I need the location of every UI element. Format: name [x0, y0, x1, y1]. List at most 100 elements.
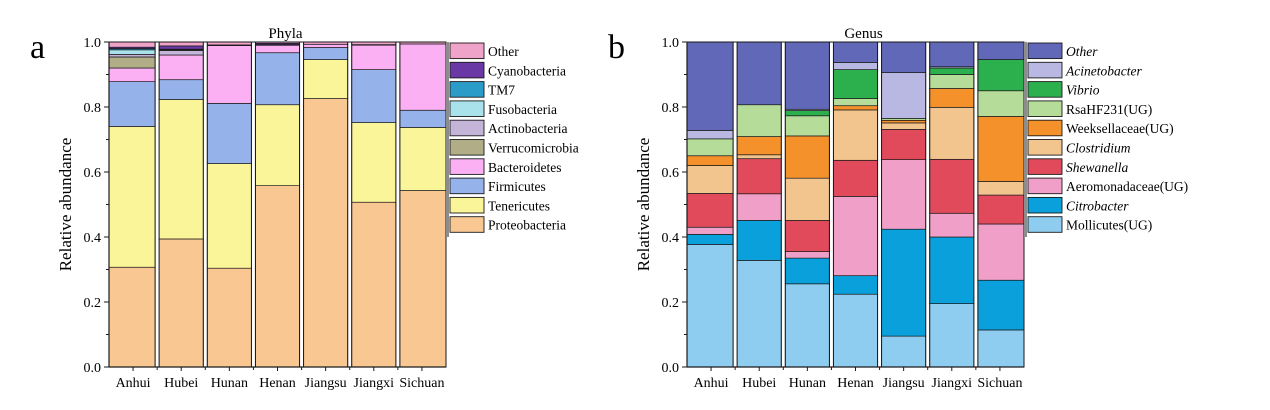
legend-label: Citrobacter: [1066, 198, 1129, 213]
legend-swatch: [449, 61, 485, 79]
y-tick-label: 0.8: [84, 101, 102, 116]
legend-label: Other: [488, 44, 519, 59]
bar-segment-other: [108, 41, 156, 48]
bar-stack-hunan: [206, 41, 252, 368]
y-tick-label: 1.0: [84, 36, 102, 51]
legend: Other Cyanobacteria TM7 Fusobacteria Actinob…: [447, 42, 579, 237]
y-tick-label: 0.2: [662, 296, 680, 311]
bar-stack-sichuan: [399, 41, 447, 368]
bar-segment-citrobacter: [881, 228, 927, 337]
bar-segment-bacteroidetes: [351, 44, 397, 70]
bar-segment-bacteroidetes: [399, 43, 447, 111]
legend-swatch: [449, 158, 485, 175]
y-tick-label: 0.0: [84, 361, 102, 376]
bar-segment-aeromonadaceae-ug-: [881, 159, 927, 230]
bar-segment-aeromonadaceae-ug-: [929, 212, 975, 238]
bar-segment-clostridium: [833, 109, 878, 161]
bar-segment-bacteroidetes: [303, 43, 349, 48]
legend-label: Shewanella: [1066, 160, 1128, 175]
legend-item: Actinobacteria: [449, 119, 567, 137]
bar-segment-firmicutes: [303, 47, 349, 60]
x-tick-label: Henan: [259, 376, 296, 391]
x-tick-label: Hubei: [164, 376, 198, 391]
legend-item: Firmicutes: [449, 177, 546, 195]
y-axis-label: Relative abundance: [56, 138, 75, 272]
legend-item: Weeksellaceae(UG): [1027, 119, 1174, 137]
bar-segment-mollicutes-ug-: [929, 303, 975, 368]
bar-segment-verrucomicrobia: [108, 56, 156, 69]
bar-segment-weeksellaceae-ug-: [881, 119, 927, 124]
legend-label: TM7: [488, 83, 515, 98]
legend-label: Firmicutes: [488, 179, 546, 194]
bar-stack-sichuan: [977, 41, 1025, 368]
bar-stack-henan: [832, 41, 879, 368]
bar-segment-shewanella: [881, 129, 927, 161]
legend-swatch: [449, 119, 485, 137]
legend-item: Citrobacter: [1027, 196, 1129, 214]
legend-item: Aeromonadaceae(UG): [1027, 177, 1188, 195]
legend-label: Vibrio: [1066, 83, 1100, 98]
bar-segment-firmicutes: [108, 81, 156, 127]
bar-segment-other: [686, 41, 734, 131]
legend-swatch: [449, 216, 485, 233]
bar-segment-weeksellaceae-ug-: [833, 105, 878, 111]
bar-stack-henan: [254, 41, 301, 368]
bar-segment-weeksellaceae-ug-: [736, 136, 782, 156]
bar-segment-other: [158, 41, 204, 47]
y-tick-label: 0.4: [84, 231, 102, 246]
legend-item: Tenericutes: [449, 196, 550, 214]
legend-label: Mollicutes(UG): [1066, 218, 1152, 233]
bar-segment-citrobacter: [977, 279, 1025, 331]
bar-segment-mollicutes-ug-: [736, 260, 782, 368]
bar-segment-tenericutes: [158, 99, 204, 240]
bar-segment-rsahf231-ug-: [929, 74, 975, 89]
y-tick-label: 0.2: [84, 296, 102, 311]
legend-swatch: [449, 81, 485, 98]
bar-segment-proteobacteria: [303, 98, 349, 368]
legend-label: Other: [1066, 44, 1098, 59]
bar-segment-proteobacteria: [108, 266, 156, 368]
y-tick-label: 0.6: [84, 166, 102, 181]
bar-segment-tenericutes: [399, 127, 447, 191]
bar-segment-aeromonadaceae-ug-: [736, 193, 782, 221]
x-tick-label: Anhui: [694, 376, 729, 391]
bar-segment-clostridium: [929, 106, 975, 160]
x-tick-label: Anhui: [116, 376, 151, 391]
bar-segment-clostridium: [736, 154, 782, 160]
bar-segment-bacteroidetes: [108, 67, 156, 82]
bar-segment-proteobacteria: [351, 201, 397, 368]
bar-stack-hubei: [158, 41, 204, 368]
y-tick-label: 0.6: [662, 166, 680, 181]
legend-item: Other: [449, 42, 519, 60]
bar-segment-acinetobacter: [881, 72, 927, 119]
legend-item: Clostridium: [1027, 139, 1131, 156]
legend-swatch: [1027, 100, 1063, 117]
legend-swatch: [1027, 61, 1063, 79]
legend-swatch: [1027, 196, 1063, 214]
y-tick-label: 1.0: [662, 36, 680, 51]
bar-segment-citrobacter: [736, 220, 782, 261]
legend-swatch: [449, 42, 485, 60]
bar-stack-anhui: [686, 41, 734, 368]
bar-segment-shewanella: [784, 220, 830, 252]
bar-segment-tenericutes: [255, 104, 300, 187]
bar-segment-clostridium: [881, 122, 927, 130]
bar-segment-rsahf231-ug-: [686, 138, 734, 157]
bar-segment-aeromonadaceae-ug-: [784, 251, 830, 259]
legend-item: Fusobacteria: [449, 100, 557, 117]
x-tick-label: Hubei: [742, 376, 776, 391]
legend-label: Bacteroidetes: [488, 160, 561, 175]
bar-segment-proteobacteria: [206, 267, 252, 368]
legend-item: TM7: [449, 81, 515, 98]
y-tick-label: 0.0: [662, 361, 680, 376]
bar-segment-firmicutes: [206, 103, 252, 164]
bar-segment-firmicutes: [255, 52, 300, 106]
bar-segment-citrobacter: [833, 275, 878, 295]
legend-item: Cyanobacteria: [449, 61, 566, 79]
legend-swatch: [1027, 216, 1063, 233]
y-tick-label: 0.8: [662, 101, 680, 116]
bar-segment-shewanella: [736, 158, 782, 195]
legend-swatch: [449, 196, 485, 214]
bar-segment-tenericutes: [303, 59, 349, 99]
